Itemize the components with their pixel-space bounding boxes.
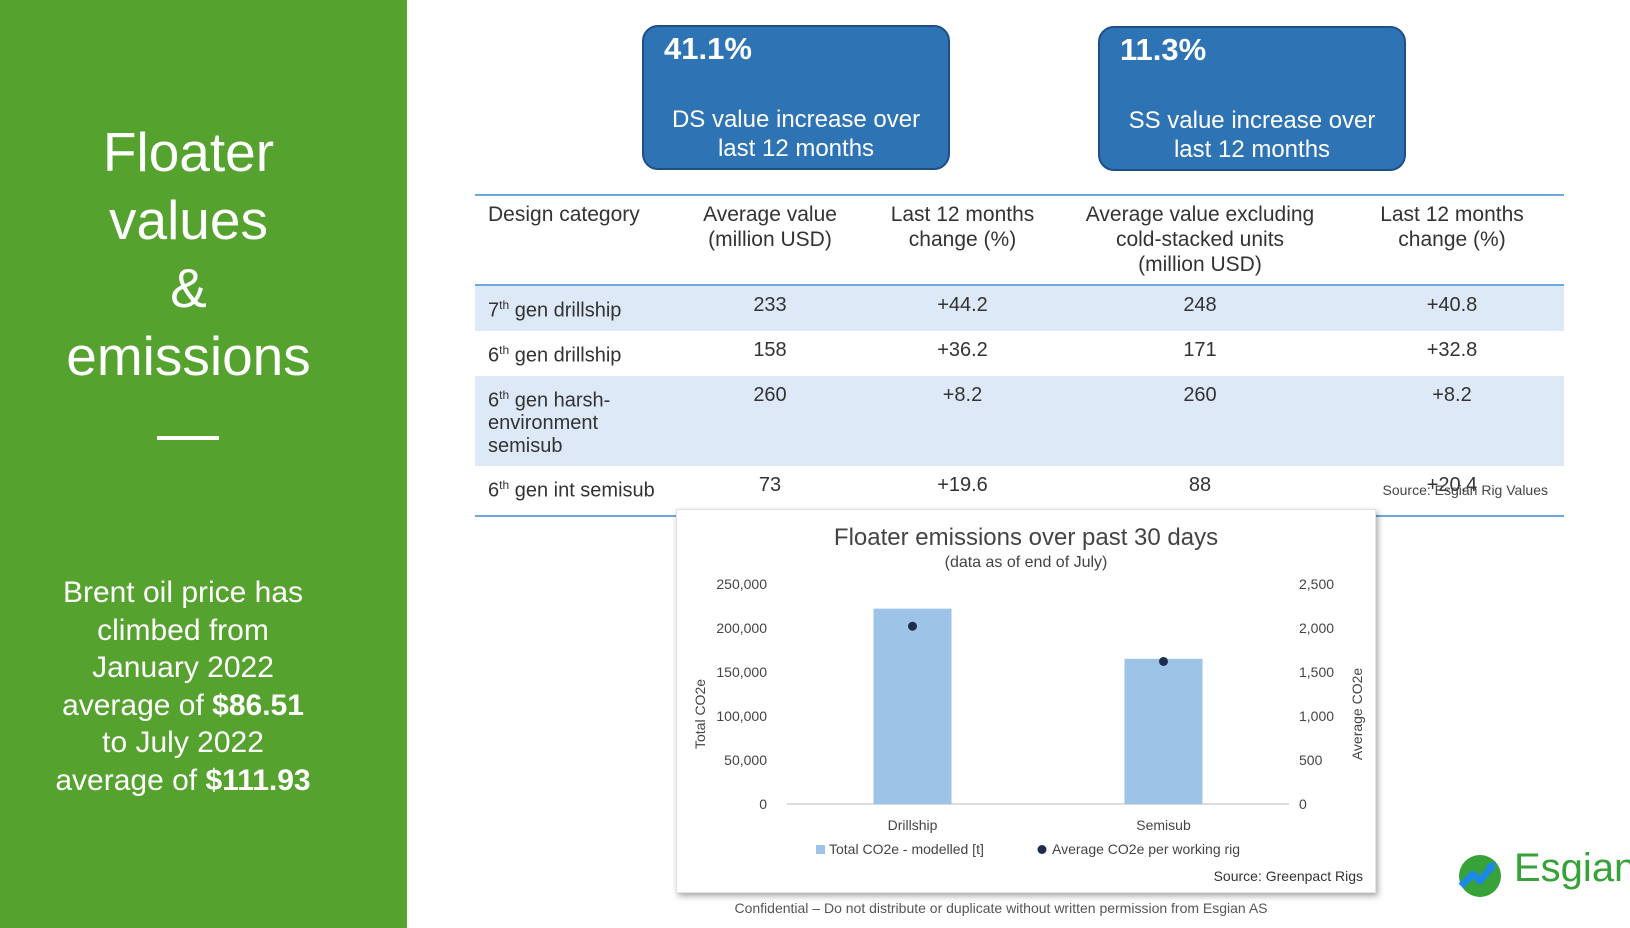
stat-percent: 41.1%	[664, 31, 752, 66]
table-row: 6th gen int semisub 73 +19.6 88 +20.4	[475, 466, 1564, 516]
y2-tick-label: 1,000	[1299, 708, 1334, 724]
avg-value-cell: 233	[675, 285, 865, 331]
change-ex-cell: +8.2	[1340, 375, 1564, 467]
ss-value-stat-box: 11.3% SS value increase over last 12 mon…	[1098, 26, 1406, 171]
table-source: Source: Esgian Rig Values	[1382, 482, 1549, 498]
sidebar-panel: Floater values & emissions Brent oil pri…	[0, 0, 407, 928]
x-tick-label: Semisub	[1136, 817, 1191, 833]
y-tick-label: 0	[759, 796, 767, 812]
emissions-chart: Floater emissions over past 30 days (dat…	[676, 509, 1376, 893]
header-average-value-excluding: Average value excluding cold-stacked unit…	[1060, 195, 1340, 286]
jul-price-value: $111.93	[205, 763, 311, 797]
header-change: Last 12 months change (%)	[865, 195, 1060, 286]
text-line: to July 2022	[102, 726, 264, 759]
legend-swatch-point	[1037, 845, 1047, 854]
change-ex-cell: +20.4	[1426, 474, 1478, 497]
chart-source: Source: Greenpact Rigs	[1213, 868, 1363, 884]
change-ex-cell: +32.8	[1426, 339, 1478, 361]
text-line: Brent oil price has	[62, 576, 304, 609]
avg-ex-value-cell: 248	[1060, 285, 1340, 331]
y-axis-title: Total CO2e	[692, 679, 708, 749]
stat-percent: 11.3%	[1120, 32, 1207, 67]
esgian-logo-icon	[1458, 855, 1501, 897]
text-line: climbed from	[97, 613, 269, 647]
header-design-category: Design category	[475, 195, 675, 286]
y-tick-label: 100,000	[716, 708, 767, 724]
rig-values-table: Design category Average value (million US…	[475, 194, 1564, 518]
header-change-excluding: Last 12 months change (%)	[1340, 195, 1564, 286]
ds-value-stat-box: 41.1% DS value increase over last 12 mon…	[642, 25, 950, 170]
avg-ex-value-cell: 171	[1183, 339, 1217, 361]
chart-title: Floater emissions over past 30 days	[833, 524, 1219, 551]
design-category-cell: 6th gen drillship	[488, 343, 622, 367]
stat-desc-line: last 12 months	[717, 135, 875, 162]
table-row: 6th gen drillship 158 +36.2 171 +32.8	[475, 331, 1564, 376]
design-category-cell: 6th gen harsh-environment semisub	[475, 375, 675, 467]
sidebar-title: Floater values & emissions	[0, 118, 377, 390]
bar-drillship	[873, 608, 952, 804]
avg-value-cell: 73	[758, 474, 782, 497]
table-header-row: Design category Average value (million US…	[475, 195, 1564, 286]
text-line: average of $86.51	[22, 687, 344, 725]
text-prefix: average of	[55, 763, 206, 797]
design-category-cell: 6th gen int semisub	[488, 478, 655, 502]
text-line: average of $111.93	[22, 762, 344, 800]
title-line: &	[170, 257, 207, 319]
x-tick-label: Drillship	[888, 817, 938, 833]
y2-tick-label: 2,000	[1299, 620, 1334, 636]
text-line: January 2022	[92, 651, 274, 684]
y2-tick-label: 500	[1299, 752, 1323, 768]
bar-semisub	[1124, 658, 1203, 804]
change-cell: +19.6	[937, 474, 988, 497]
logo-text: Esgian	[1514, 846, 1630, 890]
chart-subtitle: (data as of end of July)	[944, 554, 1108, 571]
title-line: emissions	[66, 325, 311, 387]
point-semisub	[1159, 656, 1168, 666]
y-tick-label: 150,000	[716, 664, 767, 680]
y2-axis-title: Average CO2e	[1349, 668, 1365, 761]
stat-description: DS value increase over last 12 months	[644, 105, 948, 163]
esgian-logo: Esgian	[1456, 844, 1630, 904]
legend-label-bar: Total CO2e - modelled [t]	[829, 841, 984, 857]
table-row: 6th gen harsh-environment semisub 260 +8…	[475, 375, 1564, 467]
y-tick-label: 200,000	[716, 620, 767, 636]
change-ex-cell: +40.8	[1340, 285, 1564, 331]
title-line: values	[109, 189, 268, 251]
change-cell: +36.2	[937, 339, 988, 361]
legend-label-point: Average CO2e per working rig	[1052, 841, 1240, 857]
y2-tick-label: 1,500	[1299, 664, 1334, 680]
stat-desc-line: SS value increase over	[1128, 107, 1376, 134]
confidential-footer: Confidential – Do not distribute or dupl…	[734, 900, 1268, 916]
avg-value-cell: 158	[753, 339, 787, 361]
stat-description: SS value increase over last 12 months	[1100, 106, 1404, 164]
stat-desc-line: last 12 months	[1173, 136, 1331, 163]
design-category-cell: 7th gen drillship	[475, 285, 675, 331]
y2-tick-label: 2,500	[1299, 576, 1334, 592]
brent-price-text: Brent oil price has climbed from January…	[22, 574, 344, 799]
y2-tick-label: 0	[1299, 796, 1307, 812]
y-tick-label: 50,000	[724, 752, 767, 768]
y-tick-label: 250,000	[716, 576, 767, 592]
title-line: Floater	[102, 121, 275, 183]
jan-price-value: $86.51	[212, 688, 304, 722]
point-drillship	[908, 621, 917, 631]
legend-swatch-bar	[816, 845, 825, 854]
avg-value-cell: 260	[675, 375, 865, 467]
stat-desc-line: DS value increase over	[671, 106, 921, 133]
change-cell: +44.2	[865, 285, 1060, 331]
sidebar-divider	[157, 436, 219, 440]
avg-ex-value-cell: 88	[1188, 474, 1212, 497]
chart-plot: 0 50,000 100,000 150,000 200,000 250,000 0 500 1…	[692, 576, 1365, 857]
header-average-value: Average value (million USD)	[675, 195, 865, 286]
text-prefix: average of	[62, 688, 213, 722]
table-row: 7th gen drillship 233 +44.2 248 +40.8	[475, 285, 1564, 331]
change-cell: +8.2	[865, 375, 1060, 467]
avg-ex-value-cell: 260	[1060, 375, 1340, 467]
